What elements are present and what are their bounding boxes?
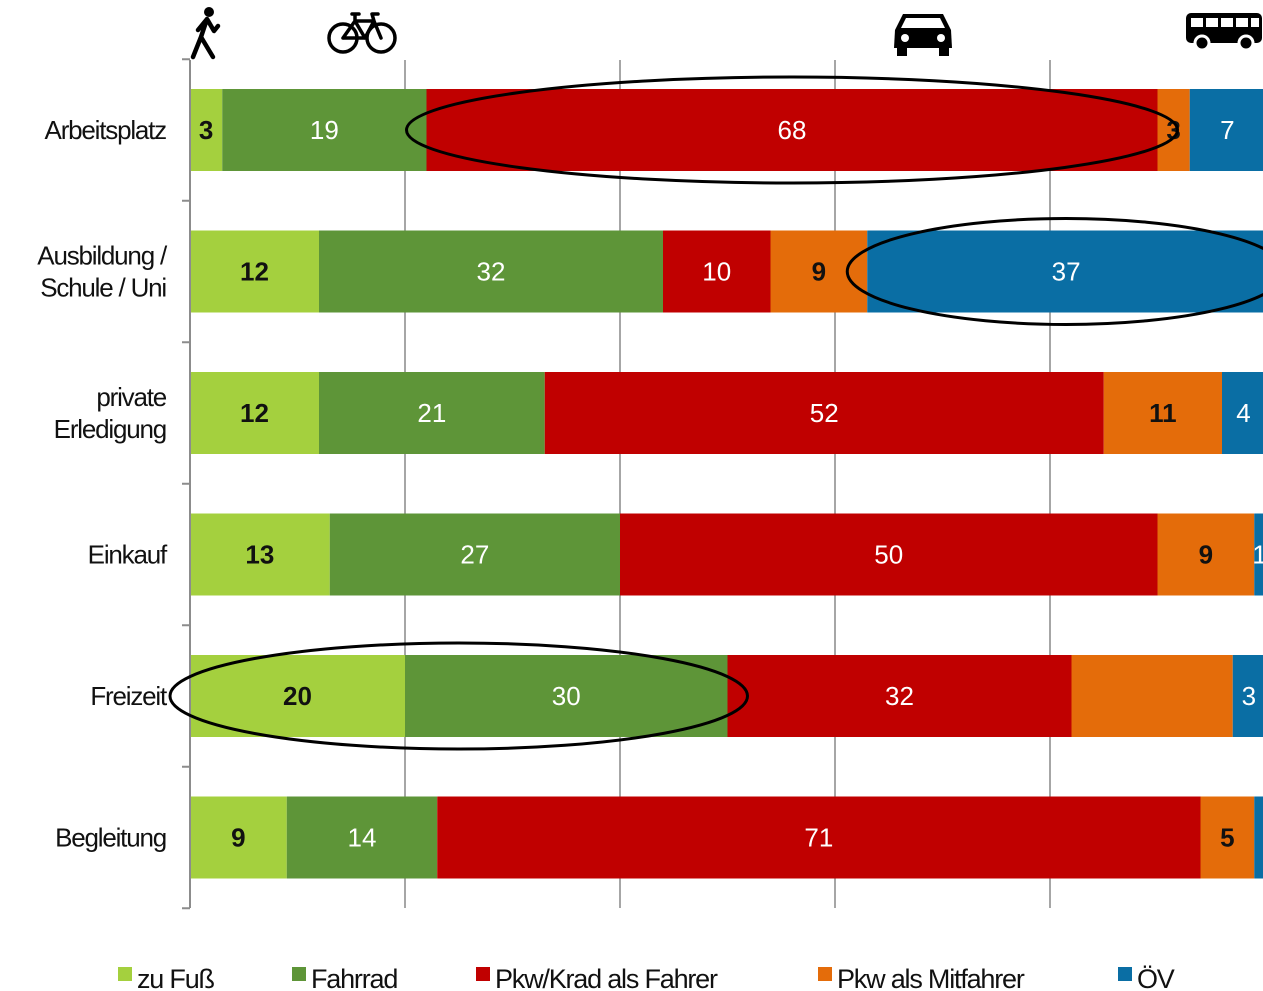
data-label: 12 <box>240 257 269 287</box>
data-label: 68 <box>778 115 807 145</box>
bar-segment-fahrrad <box>286 796 438 879</box>
category-label-private-erledigung: private Erledigung <box>54 382 167 444</box>
legend-label-zu-fuss: zu Fuß <box>137 964 215 991</box>
data-label: 9 <box>231 823 245 853</box>
legend-swatch-pkw-krad-als-fahrer <box>476 967 490 981</box>
data-label: 3 <box>1242 681 1256 711</box>
category-axis <box>182 58 191 910</box>
data-label: 3 <box>199 115 213 145</box>
legend-label-pkw-krad-als-fahrer: Pkw/Krad als Fahrer <box>495 964 718 991</box>
data-label: 32 <box>477 257 506 287</box>
category-label-einkauf: Einkauf <box>88 540 168 570</box>
bar-segment-pkw-krad-als-fahrer <box>663 230 771 313</box>
data-label: 10 <box>702 257 731 287</box>
bar-segment-fahrrad <box>405 655 728 737</box>
gridlines <box>404 60 1051 908</box>
data-label: 50 <box>874 540 903 570</box>
category-label-arbeitsplatz: Arbeitsplatz <box>45 115 167 145</box>
data-label: 5 <box>1220 823 1234 853</box>
bar-segment-pkw-als-mitfahrer <box>1157 89 1190 171</box>
bar-segment-pkw-krad-als-fahrer <box>544 372 1104 454</box>
legend-swatch-pkw-als-mitfahrer <box>818 967 832 981</box>
bar-segment-zu-fuss <box>190 230 319 313</box>
bar-segment-oev <box>1222 372 1263 454</box>
bar-segment-pkw-krad-als-fahrer <box>727 655 1072 737</box>
data-label: 11 <box>1149 398 1177 428</box>
bar-segment-fahrrad <box>222 89 427 171</box>
bar-segment-fahrrad <box>319 372 545 454</box>
category-label-freizeit: Freizeit <box>90 681 168 711</box>
highlight-ellipses <box>168 75 1263 751</box>
bar-segment-pkw-krad-als-fahrer <box>620 513 1158 596</box>
data-label: 9 <box>1199 540 1213 570</box>
category-labels: Arbeitsplatz Ausbildung / Schule / Uni priv… <box>37 115 169 853</box>
legend-label-pkw-als-mitfahrer: Pkw als Mitfahrer <box>837 964 1025 991</box>
bar-segment-pkw-als-mitfahrer <box>1200 796 1255 879</box>
car-icon <box>894 14 952 56</box>
bar-segment-fahrrad <box>329 513 620 596</box>
bar-segment-oev <box>1232 655 1263 737</box>
bar-segment-pkw-als-mitfahrer <box>1071 655 1233 737</box>
data-label: 52 <box>810 398 839 428</box>
data-label: 37 <box>1052 257 1081 287</box>
pedestrian-icon <box>190 7 221 60</box>
legend-label-oev: ÖV <box>1137 964 1175 991</box>
bar-segment-zu-fuss <box>190 513 330 596</box>
bar-segment-oev <box>1254 796 1263 879</box>
data-label: 27 <box>460 540 489 570</box>
bar-segment-pkw-als-mitfahrer <box>770 230 868 313</box>
highlight-ellipse <box>168 641 749 751</box>
data-label: 12 <box>240 398 269 428</box>
bar-segment-pkw-als-mitfahrer <box>1157 513 1255 596</box>
bar-segment-fahrrad <box>319 230 663 313</box>
bus-icon <box>1186 13 1262 52</box>
legend-swatch-oev <box>1118 967 1132 981</box>
data-label: 19 <box>310 115 339 145</box>
data-label: 32 <box>885 681 914 711</box>
data-label: 21 <box>417 398 446 428</box>
bar-segment-zu-fuss <box>190 89 223 171</box>
bar-segment-pkw-krad-als-fahrer <box>426 89 1158 171</box>
highlight-ellipse <box>405 75 1179 185</box>
bar-segment-oev <box>1254 513 1263 596</box>
data-label: 9 <box>812 257 826 287</box>
category-label-ausbildung-schule-uni: Ausbildung / Schule / Uni <box>37 241 168 303</box>
legend: zu Fuß Fahrrad Pkw/Krad als Fahrer Pkw als … <box>118 964 1176 991</box>
category-label-begleitung: Begleitung <box>55 823 166 853</box>
data-label: 1 <box>1252 540 1263 570</box>
highlight-ellipse <box>845 217 1263 326</box>
bicycle-icon <box>327 12 397 54</box>
data-label: 14 <box>348 823 377 853</box>
bar-segment-zu-fuss <box>190 372 319 454</box>
data-label: 30 <box>552 681 581 711</box>
bar-segment-pkw-als-mitfahrer <box>1103 372 1222 454</box>
data-label: 3 <box>1166 115 1180 145</box>
legend-swatch-fahrrad <box>292 967 306 981</box>
bar-segment-zu-fuss <box>190 796 287 879</box>
bar-segment-oev <box>867 230 1263 313</box>
data-label: 20 <box>283 681 312 711</box>
data-label: 13 <box>245 540 274 570</box>
data-label: 4 <box>1236 398 1250 428</box>
data-label: 7 <box>1220 115 1234 145</box>
bar-segment-zu-fuss <box>190 655 405 737</box>
legend-swatch-zu-fuss <box>118 967 132 981</box>
bar-segment-oev <box>1189 89 1263 171</box>
legend-label-fahrrad: Fahrrad <box>311 964 397 991</box>
data-label: 71 <box>804 823 833 853</box>
bar-segment-pkw-krad-als-fahrer <box>437 796 1201 879</box>
